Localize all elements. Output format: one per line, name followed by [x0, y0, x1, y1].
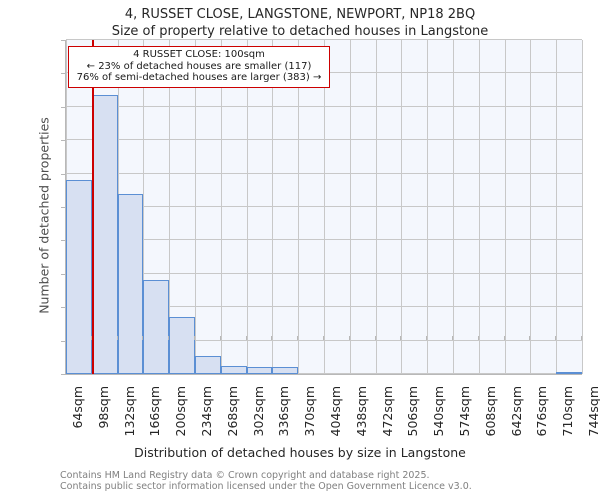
- histogram-bars: [66, 40, 582, 374]
- x-tick-mark: [90, 336, 92, 340]
- x-tick-mark: [142, 336, 144, 340]
- page-title: 4, RUSSET CLOSE, LANGSTONE, NEWPORT, NP1…: [124, 7, 476, 22]
- x-tick-label: 336sqm: [276, 386, 292, 437]
- x-tick-mark: [65, 336, 66, 340]
- histogram-bar: [169, 317, 195, 374]
- x-tick-label: 642sqm: [508, 386, 524, 437]
- histogram-bar: [117, 193, 144, 374]
- x-tick-mark: [503, 336, 505, 340]
- x-tick-label: 404sqm: [328, 386, 343, 437]
- x-tick-label: 574sqm: [457, 386, 472, 437]
- histogram-bar: [556, 372, 582, 374]
- y-tick-mark: [61, 40, 65, 41]
- x-tick-label: 608sqm: [482, 386, 498, 437]
- plot-area: [65, 39, 583, 375]
- x-tick-mark: [245, 336, 247, 340]
- x-tick-label: 234sqm: [199, 386, 214, 437]
- y-tick-mark: [61, 240, 65, 242]
- y-tick-mark: [61, 173, 65, 175]
- x-tick-label: 132sqm: [121, 386, 137, 437]
- histogram-bar: [195, 355, 221, 374]
- histogram-bar: [91, 95, 118, 374]
- x-tick-mark: [477, 336, 479, 340]
- chart-title-block: 4, RUSSET CLOSE, LANGSTONE, NEWPORT, NP1…: [0, 6, 600, 40]
- x-tick-label: 166sqm: [147, 386, 163, 437]
- x-tick-mark: [581, 336, 582, 340]
- y-tick-mark: [61, 207, 65, 208]
- chart-subtitle: Size of property relative to detached ho…: [111, 24, 489, 39]
- x-tick-mark: [219, 336, 221, 340]
- x-tick-label: 744sqm: [586, 386, 600, 437]
- histogram-bar: [246, 367, 273, 374]
- y-tick-mark: [61, 106, 65, 108]
- x-tick-mark: [168, 336, 170, 340]
- x-tick-label: 710sqm: [560, 386, 576, 437]
- x-tick-mark: [348, 336, 350, 340]
- x-tick-mark: [194, 336, 195, 340]
- y-axis-label: Number of detached properties: [36, 117, 52, 314]
- x-tick-label: 200sqm: [173, 386, 189, 437]
- x-tick-label: 370sqm: [302, 386, 318, 437]
- histogram-bar: [272, 367, 299, 374]
- annotation-line-1: 4 RUSSET CLOSE: 100sqm: [133, 49, 265, 60]
- x-tick-label: 472sqm: [379, 386, 395, 437]
- x-tick-mark: [374, 336, 376, 340]
- x-tick-mark: [271, 336, 273, 340]
- x-tick-label: 302sqm: [250, 386, 266, 437]
- x-tick-label: 676sqm: [534, 386, 550, 437]
- histogram-bar: [143, 280, 170, 374]
- y-tick-mark: [61, 340, 65, 342]
- footer-line-2: Contains public sector information licen…: [60, 481, 472, 492]
- x-tick-label: 540sqm: [431, 386, 447, 437]
- x-tick-mark: [555, 336, 557, 340]
- x-tick-label: 98sqm: [95, 386, 111, 429]
- annotation-box: 4 RUSSET CLOSE: 100sqm ← 23% of detached…: [68, 46, 330, 88]
- property-marker-line: [92, 40, 95, 374]
- x-tick-mark: [400, 336, 402, 340]
- x-tick-mark: [529, 336, 531, 340]
- x-tick-label: 506sqm: [405, 386, 421, 437]
- x-tick-mark: [452, 336, 453, 340]
- y-tick-mark: [61, 140, 65, 142]
- histogram-bar: [220, 365, 247, 374]
- x-tick-label: 268sqm: [224, 386, 240, 437]
- y-tick-mark: [61, 374, 65, 375]
- gridline-vertical: [582, 40, 583, 374]
- y-tick-mark: [61, 273, 65, 275]
- x-tick-mark: [116, 336, 118, 340]
- y-tick-mark: [61, 307, 65, 309]
- x-tick-mark: [323, 336, 324, 340]
- x-axis-label: Distribution of detached houses by size …: [134, 445, 466, 460]
- x-tick-label: 438sqm: [353, 386, 369, 437]
- x-tick-mark: [297, 336, 299, 340]
- histogram-bar: [66, 180, 92, 374]
- annotation-line-3: 76% of semi-detached houses are larger (…: [76, 72, 322, 83]
- x-tick-mark: [426, 336, 428, 340]
- annotation-line-2: ← 23% of detached houses are smaller (11…: [86, 60, 312, 72]
- footer-attribution: Contains HM Land Registry data © Crown c…: [60, 470, 472, 492]
- footer-line-1: Contains HM Land Registry data © Crown c…: [60, 470, 430, 481]
- y-tick-mark: [61, 73, 65, 75]
- x-tick-label: 64sqm: [70, 386, 85, 429]
